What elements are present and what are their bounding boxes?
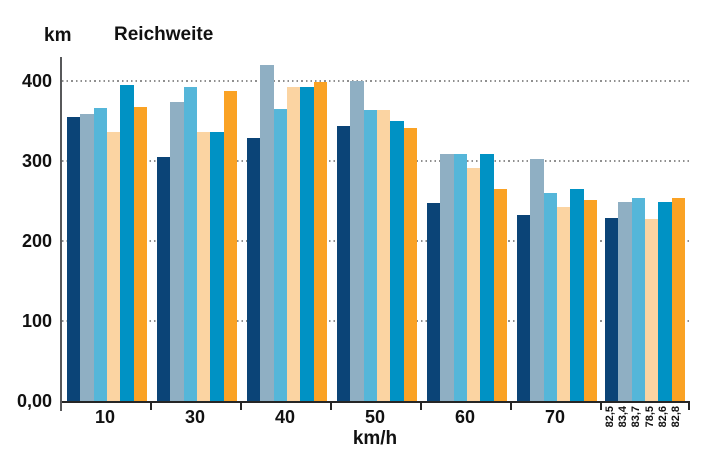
x-axis-tick-3: [330, 401, 332, 410]
bar-orange: [403, 128, 417, 401]
x-axis-tick-1: [150, 401, 152, 410]
x-tick-label-10: 10: [94, 407, 116, 427]
x-axis-tick-7: [688, 401, 690, 410]
x-axis-tick-2: [240, 401, 242, 410]
bar-blue: [390, 121, 404, 401]
rotated-bar-label-text: 82,8: [670, 406, 683, 428]
bar-blue: [658, 201, 672, 401]
rotated-bar-label-text: 83,4: [617, 406, 629, 428]
y-axis-bottom-extension: [60, 401, 62, 411]
bar-blue: [480, 153, 494, 401]
x-axis-unit-label: km/h: [352, 428, 398, 449]
bar-dark-blue: [157, 157, 171, 401]
y-tick-label-300: 300: [21, 151, 52, 171]
bar-group-labeled: [605, 57, 685, 401]
x-tick-label-60: 60: [454, 407, 476, 427]
bar-gray-blue: [440, 153, 454, 401]
rotated-bar-label-78,5: 78,5: [643, 406, 657, 440]
bar-blue: [300, 86, 314, 401]
bar-sand: [556, 206, 571, 401]
bar-gray-blue: [350, 81, 364, 401]
y-tick-label-400: 400: [21, 71, 52, 91]
bar-sand: [466, 168, 481, 401]
bar-group-40: [247, 57, 327, 401]
bar-light-blue: [453, 153, 467, 401]
bar-group-60: [427, 57, 507, 401]
bar-sand: [376, 109, 391, 401]
bar-orange: [493, 189, 507, 401]
bar-light-blue: [273, 109, 287, 401]
bar-gray-blue: [170, 101, 184, 401]
bar-sand: [196, 132, 211, 401]
bar-orange: [671, 197, 685, 401]
bar-light-blue: [183, 86, 197, 401]
bar-dark-blue: [247, 137, 261, 401]
bar-dark-blue: [517, 214, 531, 401]
gridline-400: [62, 80, 690, 82]
rotated-bar-label-82,5: 82,5: [603, 406, 617, 440]
rotated-bar-label-text: 82,5: [603, 406, 616, 428]
bar-sand: [644, 218, 659, 401]
bar-blue: [570, 189, 584, 401]
x-tick-label-30: 30: [184, 407, 206, 427]
y-tick-label-200: 200: [21, 231, 52, 251]
rotated-bar-label-text: 78,5: [643, 406, 656, 428]
y-tick-label-0,00: 0,00: [16, 391, 52, 411]
bar-gray-blue: [80, 113, 94, 401]
x-tick-label-40: 40: [274, 407, 296, 427]
rotated-bar-label-text: 82,6: [656, 406, 669, 428]
bar-light-blue: [631, 197, 645, 401]
rotated-bar-label-text: 83,7: [630, 406, 643, 428]
bar-sand: [286, 86, 301, 401]
bar-blue: [210, 132, 224, 401]
bar-light-blue: [363, 109, 377, 401]
y-axis-unit-label: km: [44, 25, 72, 46]
rotated-bar-label-83,4: 83,4: [616, 406, 630, 440]
bar-dark-blue: [427, 202, 441, 401]
x-axis-tick-5: [510, 401, 512, 410]
rotated-bar-label-82,6: 82,6: [656, 406, 670, 440]
y-tick-label-100: 100: [21, 311, 52, 331]
x-axis-tick-6: [600, 401, 602, 410]
x-tick-label-50: 50: [364, 407, 386, 427]
bar-group-30: [157, 57, 237, 401]
bar-dark-blue: [605, 217, 619, 401]
bar-dark-blue: [337, 125, 351, 401]
x-axis-category-labels: 10 30 40 50 60 70: [60, 407, 690, 429]
bar-light-blue: [93, 108, 107, 401]
bar-gray-blue: [530, 158, 544, 401]
x-axis-tick-4: [420, 401, 422, 410]
bar-orange: [133, 107, 147, 401]
x-tick-label-70: 70: [544, 407, 566, 427]
plot-area: [60, 57, 690, 411]
bar-dark-blue: [67, 117, 81, 401]
bar-light-blue: [543, 193, 557, 401]
rotated-bar-label-83,7: 83,7: [629, 406, 643, 440]
bar-group-50: [337, 57, 417, 401]
bar-orange: [313, 81, 327, 401]
bar-gray-blue: [618, 201, 632, 401]
bar-orange: [583, 200, 597, 401]
bar-gray-blue: [260, 65, 274, 401]
chart-title: Reichweite: [114, 24, 214, 45]
bar-sand: [106, 132, 121, 401]
y-axis-tick-labels: 0,00 100 200 300 400: [0, 57, 52, 411]
rotated-bar-label-82,8: 82,8: [669, 406, 683, 440]
bar-group-70: [517, 57, 597, 401]
bar-group-10: [67, 57, 147, 401]
bar-blue: [120, 85, 134, 401]
bar-orange: [223, 90, 237, 401]
